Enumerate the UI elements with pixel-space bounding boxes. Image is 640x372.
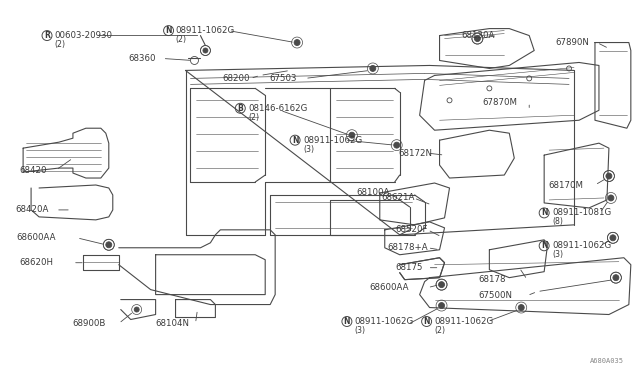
Text: 68360: 68360	[129, 54, 156, 63]
Text: (2): (2)	[248, 113, 259, 122]
Text: 68178+A: 68178+A	[388, 243, 428, 252]
Text: 68178: 68178	[479, 275, 506, 284]
Circle shape	[606, 173, 612, 179]
Text: 68175: 68175	[396, 263, 423, 272]
Text: 68104N: 68104N	[156, 319, 189, 328]
Text: R: R	[44, 31, 50, 40]
Text: 67890N: 67890N	[555, 38, 589, 47]
Text: 68900B: 68900B	[72, 319, 106, 328]
Circle shape	[438, 282, 445, 288]
Text: (3): (3)	[552, 250, 563, 259]
Text: 08911-1081G: 08911-1081G	[552, 208, 611, 217]
Text: (2): (2)	[435, 326, 445, 335]
Text: N: N	[165, 26, 172, 35]
Text: A680A035: A680A035	[590, 358, 624, 364]
Circle shape	[106, 242, 112, 248]
Text: B: B	[237, 104, 243, 113]
Circle shape	[370, 65, 376, 71]
Text: 68130A: 68130A	[461, 31, 495, 40]
Text: N: N	[541, 208, 547, 217]
Text: 08911-1062G: 08911-1062G	[303, 136, 362, 145]
Text: 68600AA: 68600AA	[370, 283, 410, 292]
Text: N: N	[423, 317, 430, 326]
Circle shape	[134, 307, 139, 312]
Text: N: N	[344, 317, 350, 326]
Circle shape	[474, 36, 481, 42]
Text: 68620H: 68620H	[19, 258, 53, 267]
Circle shape	[610, 235, 616, 241]
Text: 67870M: 67870M	[483, 98, 517, 107]
Text: 68420A: 68420A	[15, 205, 49, 214]
Text: 68600AA: 68600AA	[16, 233, 56, 242]
Text: N: N	[292, 136, 298, 145]
Text: 68621A: 68621A	[382, 193, 415, 202]
Text: 08911-1062G: 08911-1062G	[435, 317, 494, 326]
Circle shape	[518, 305, 524, 311]
Text: 67503: 67503	[269, 74, 297, 83]
Circle shape	[294, 39, 300, 45]
Text: 68100A: 68100A	[357, 189, 390, 198]
Text: 08911-1062G: 08911-1062G	[552, 241, 611, 250]
Text: 08911-1062G: 08911-1062G	[175, 26, 235, 35]
Circle shape	[438, 302, 445, 308]
Text: 00603-20930: 00603-20930	[54, 31, 112, 40]
Text: N: N	[541, 241, 547, 250]
Text: (8): (8)	[552, 217, 563, 227]
Text: (3): (3)	[303, 145, 314, 154]
Circle shape	[203, 48, 208, 53]
Text: 67500N: 67500N	[479, 291, 513, 300]
Text: 68200: 68200	[222, 74, 250, 83]
Text: 08911-1062G: 08911-1062G	[355, 317, 414, 326]
Circle shape	[608, 195, 614, 201]
Text: (2): (2)	[175, 35, 186, 44]
Text: (3): (3)	[355, 326, 366, 335]
Text: 68170M: 68170M	[548, 180, 583, 189]
Text: 68520F: 68520F	[396, 225, 428, 234]
Text: (2): (2)	[54, 40, 65, 49]
Text: 08146-6162G: 08146-6162G	[248, 104, 308, 113]
Circle shape	[349, 132, 355, 138]
Text: 68420: 68420	[19, 166, 47, 174]
Text: 68172N: 68172N	[399, 149, 433, 158]
Circle shape	[613, 275, 619, 280]
Circle shape	[394, 142, 400, 148]
